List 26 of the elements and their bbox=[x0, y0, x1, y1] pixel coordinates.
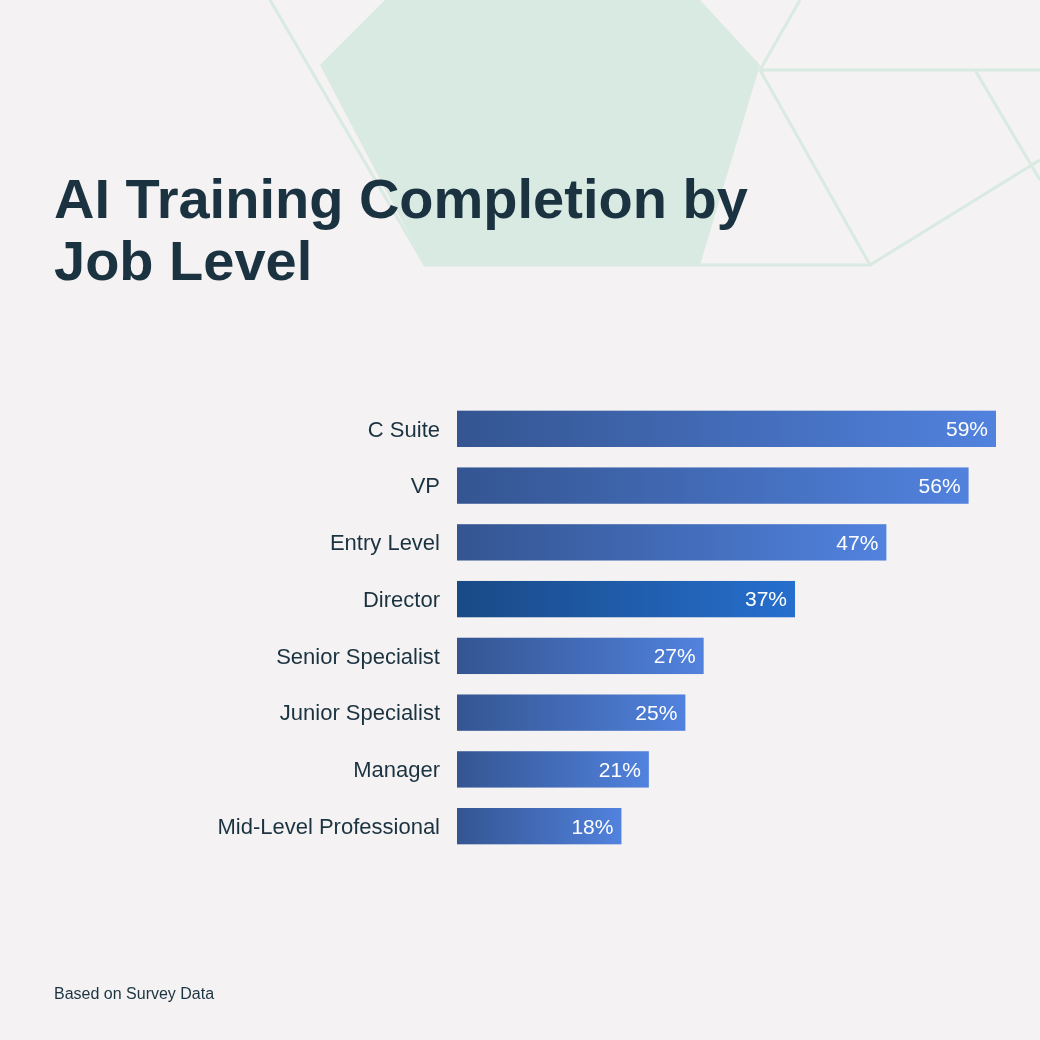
data-label: 25% bbox=[635, 700, 678, 724]
y-tick-label: Senior Specialist bbox=[276, 643, 440, 669]
data-label: 59% bbox=[945, 417, 988, 441]
data-label: 18% bbox=[571, 814, 614, 838]
data-label: 37% bbox=[744, 587, 788, 611]
bar bbox=[457, 410, 996, 447]
y-tick-label: Entry Level bbox=[329, 530, 440, 556]
y-tick-label: Junior Specialist bbox=[279, 700, 440, 726]
bar bbox=[457, 524, 887, 561]
text: Based on Survey Data bbox=[54, 985, 215, 1002]
y-tick-label: C Suite bbox=[367, 416, 440, 442]
data-label: 27% bbox=[653, 644, 696, 668]
bar bbox=[457, 694, 686, 731]
data-label: 21% bbox=[598, 757, 641, 781]
y-tick-label: Manager bbox=[353, 757, 440, 783]
data-label: 47% bbox=[836, 530, 879, 554]
bar bbox=[457, 467, 969, 504]
bar bbox=[457, 808, 622, 845]
data-label: 56% bbox=[918, 473, 961, 497]
y-tick-label: Mid-Level Professional bbox=[217, 813, 440, 839]
bar bbox=[457, 637, 704, 675]
y-tick-label: VP bbox=[410, 473, 440, 499]
chart-title: AI Training Completion by Job Level bbox=[54, 167, 748, 292]
y-tick-label: Director bbox=[362, 586, 440, 612]
bar bbox=[457, 751, 649, 788]
bar bbox=[457, 580, 796, 618]
